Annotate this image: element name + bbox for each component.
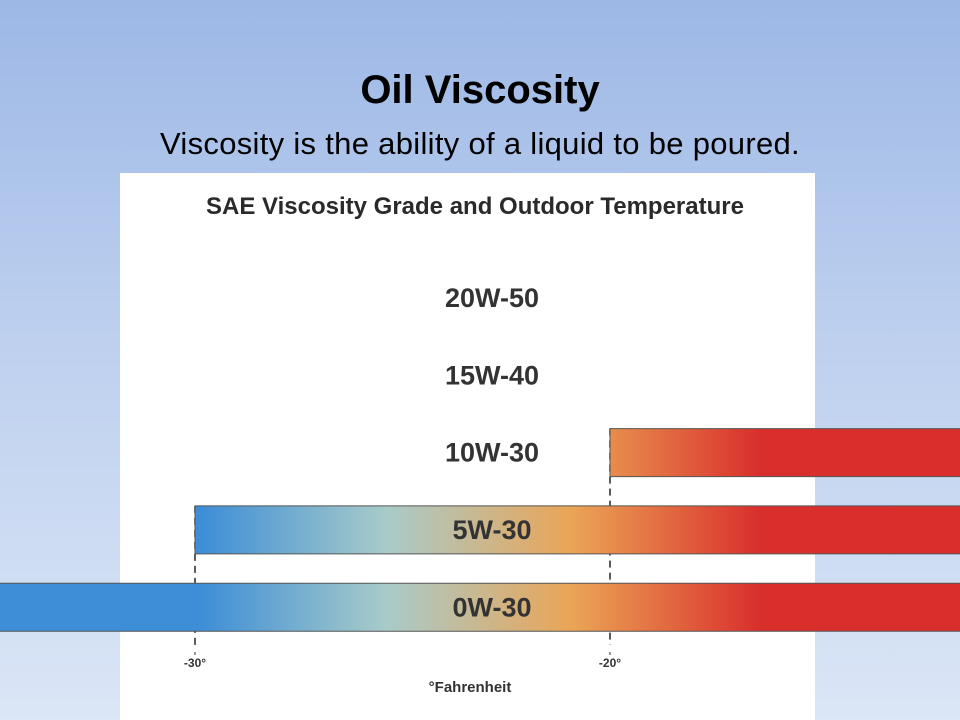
x-tick-label: -30° — [184, 656, 206, 670]
arrow-label: 0W-30 — [453, 592, 532, 622]
arrow-label: 5W-30 — [453, 515, 532, 545]
x-tick-label: -20° — [599, 656, 621, 670]
chart-title: SAE Viscosity Grade and Outdoor Temperat… — [206, 193, 744, 220]
arrow-label: 20W-50 — [445, 283, 539, 313]
range-arrow — [194, 505, 960, 555]
arrow-label: 15W-40 — [445, 360, 539, 390]
slide-title: Oil Viscosity — [360, 68, 600, 112]
arrow-label: 10W-30 — [445, 438, 539, 468]
range-arrow — [0, 582, 960, 632]
slide-subtitle: Viscosity is the ability of a liquid to … — [160, 126, 800, 161]
x-axis-label: °Fahrenheit — [429, 679, 512, 696]
range-arrow — [609, 428, 960, 478]
